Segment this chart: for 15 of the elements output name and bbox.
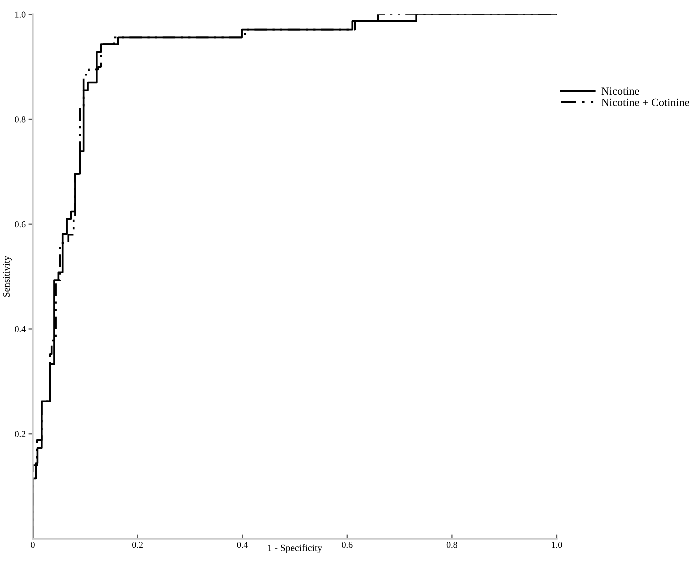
y-tick-label: 0.4 [15, 326, 26, 332]
y-tick-label: 0.8 [15, 116, 26, 123]
x-tick-label: 1.0 [552, 542, 562, 548]
x-tick-label: 0 [31, 542, 35, 548]
legend-label: Nicotine + Cotinine [602, 98, 689, 106]
x-tick-label: 0.6 [342, 542, 353, 548]
y-tick-label: 0.2 [15, 431, 26, 438]
y-axis-title: Sensitivity [3, 256, 12, 297]
y-tick-label: 0.6 [15, 221, 26, 228]
x-tick-label: 0.8 [446, 542, 458, 548]
x-tick-label: 0.2 [132, 542, 143, 548]
x-tick-label: 0.4 [237, 542, 248, 548]
legend-label: Nicotine [602, 88, 640, 96]
y-tick-label: 1.0 [16, 12, 26, 18]
x-axis-title: 1 - Specificity [268, 544, 322, 554]
